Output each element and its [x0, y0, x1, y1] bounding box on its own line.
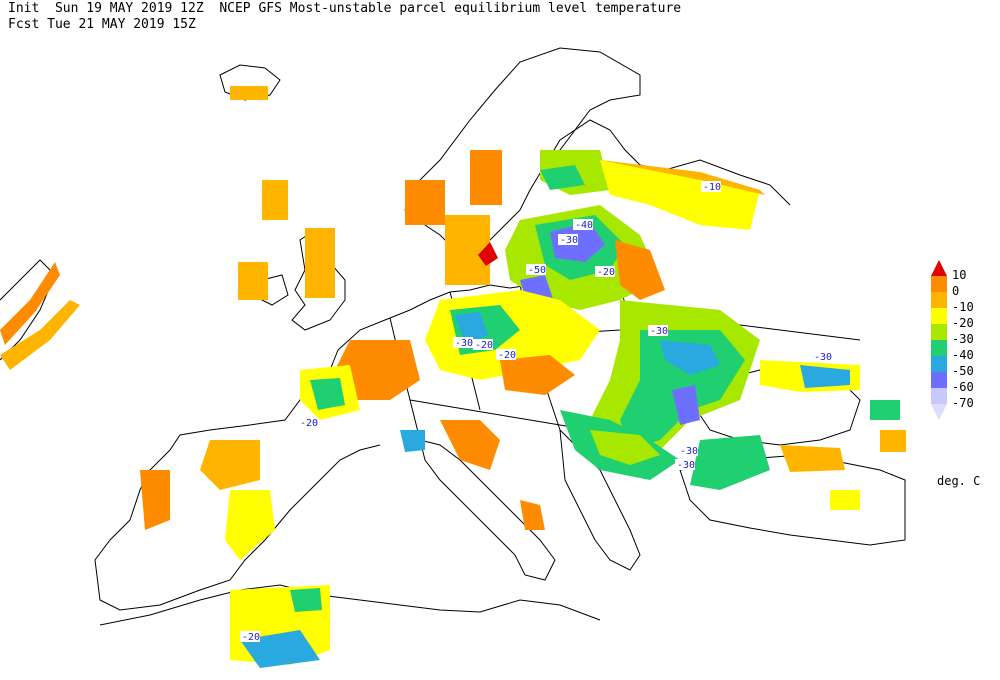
contour-label-bg: [473, 339, 493, 350]
europe-map: -10-30-40-50 -20-30-20-30-20 -30-30-20-30-…: [0, 47, 906, 668]
map-title-forecast: Fcst Tue 21 MAY 2019 15Z: [8, 17, 196, 32]
legend-units: deg. C: [937, 474, 981, 488]
legend-swatch: [931, 292, 947, 308]
contour-label: -20: [242, 632, 260, 643]
legend-label: 10: [952, 268, 967, 282]
contour-label: -20: [597, 267, 615, 278]
legend-label: -30: [952, 332, 974, 346]
contour-label-bg: [675, 459, 695, 470]
contour-label-bg: [558, 234, 578, 245]
legend-arrow-down: [931, 404, 947, 420]
contour-label-bg: [701, 181, 721, 192]
contour-label: -20: [475, 340, 493, 351]
legend-label: -70: [952, 396, 974, 410]
contour-label-bg: [240, 631, 260, 642]
legend-swatch: [931, 340, 947, 356]
contour-label-bg: [812, 351, 832, 362]
contour-label: -30: [455, 338, 473, 349]
contour-labels: -10-30-40-50 -20-30-20-30-20 -30-30-20-30-…: [240, 181, 832, 643]
contour-label-bg: [496, 349, 516, 360]
contour-label: -50: [528, 265, 546, 276]
legend-swatch: [931, 388, 947, 404]
legend-swatch: [931, 372, 947, 388]
legend-label: -10: [952, 300, 974, 314]
contour-label: -30: [650, 326, 668, 337]
legend-label: 0: [952, 284, 960, 298]
contour-label: -30: [560, 235, 578, 246]
contour-label: -30: [814, 352, 832, 363]
precip-fields: [0, 86, 906, 668]
contour-label: -10: [703, 182, 721, 193]
contour-label: -30: [677, 460, 695, 471]
contour-label: -30: [680, 446, 698, 457]
contour-label-bg: [298, 417, 318, 428]
contour-label-bg: [573, 219, 593, 230]
contour-label-bg: [526, 264, 546, 275]
legend-label: -60: [952, 380, 974, 394]
legend-swatch: [931, 356, 947, 372]
legend-label: -20: [952, 316, 974, 330]
map-title-init: Init Sun 19 MAY 2019 12Z NCEP GFS Most-u…: [8, 1, 682, 16]
contour-label-bg: [453, 337, 473, 348]
color-legend: [931, 260, 947, 420]
contour-label-bg: [595, 266, 615, 277]
contour-label: -20: [300, 418, 318, 429]
contour-label-bg: [648, 325, 668, 336]
contour-label: -40: [575, 220, 593, 231]
legend-swatch: [931, 276, 947, 292]
legend-swatch: [931, 308, 947, 324]
contour-label: -20: [498, 350, 516, 361]
legend-swatch: [931, 324, 947, 340]
legend-boxes: [931, 276, 947, 404]
contour-label-bg: [678, 445, 698, 456]
legend-label: -40: [952, 348, 974, 362]
legend-label: -50: [952, 364, 974, 378]
legend-arrow-up: [931, 260, 947, 276]
